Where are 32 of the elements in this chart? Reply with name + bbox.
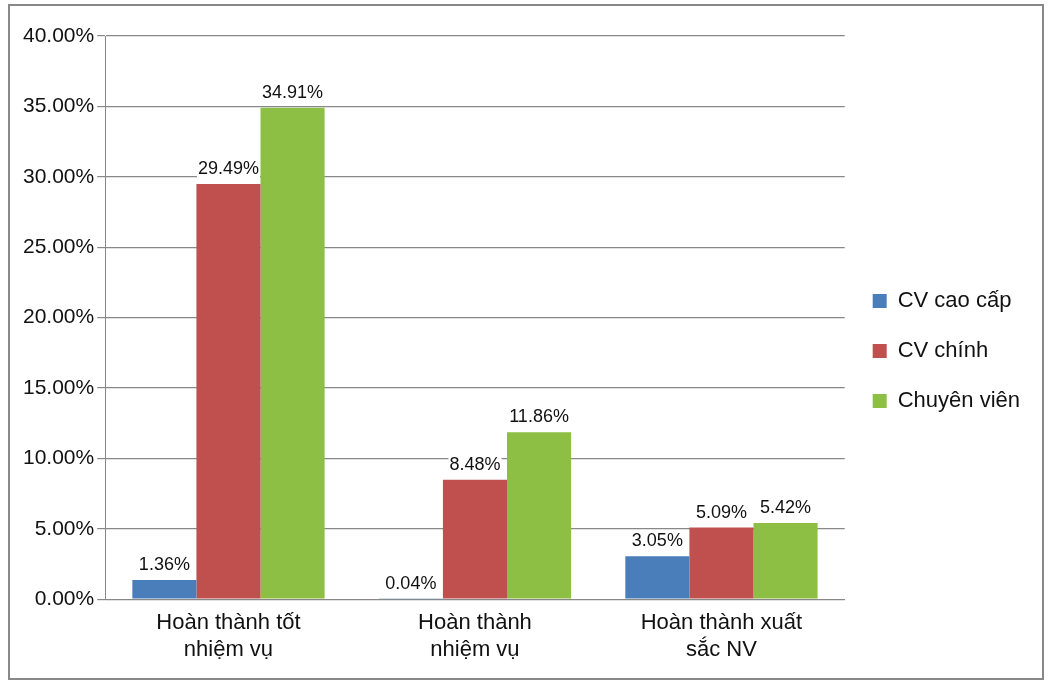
y-tick-label: 30.00% xyxy=(22,163,95,187)
y-tick-label: 5.00% xyxy=(34,515,95,539)
bar xyxy=(753,522,818,599)
data-label: 34.91% xyxy=(262,81,324,102)
y-tick-label: 40.00% xyxy=(22,22,95,46)
bar xyxy=(196,183,261,599)
x-tick-label: Hoàn thành tốt nhiệm vụ xyxy=(156,609,301,661)
data-label: 0.04% xyxy=(385,572,437,593)
data-label: 5.09% xyxy=(695,501,747,522)
data-label: 1.36% xyxy=(138,554,190,575)
y-tick-label: 10.00% xyxy=(22,445,95,469)
legend-label: CV chính xyxy=(897,337,989,363)
bar xyxy=(625,556,690,599)
data-label: 5.42% xyxy=(760,496,812,517)
y-tick-label: 0.00% xyxy=(34,586,95,609)
data-label: 3.05% xyxy=(631,530,683,551)
y-tick-label: 15.00% xyxy=(22,374,95,398)
x-tick-label: Hoàn thành nhiệm vụ xyxy=(418,609,532,661)
bar xyxy=(507,432,572,599)
y-tick-label: 25.00% xyxy=(22,234,95,257)
bar xyxy=(132,580,197,599)
y-tick-label: 35.00% xyxy=(22,93,95,117)
bar xyxy=(689,527,754,599)
bar xyxy=(442,479,508,599)
legend-label: Chuyên viên xyxy=(897,387,1021,413)
legend-label: CV cao cấp xyxy=(897,287,1012,313)
x-tick-label: Hoàn thành xuất sắc NV xyxy=(640,609,803,661)
data-label: 8.48% xyxy=(449,453,501,474)
bar xyxy=(260,107,325,599)
data-label: 29.49% xyxy=(197,157,259,178)
data-label: 11.86% xyxy=(509,406,569,427)
y-tick-label: 20.00% xyxy=(22,304,95,328)
